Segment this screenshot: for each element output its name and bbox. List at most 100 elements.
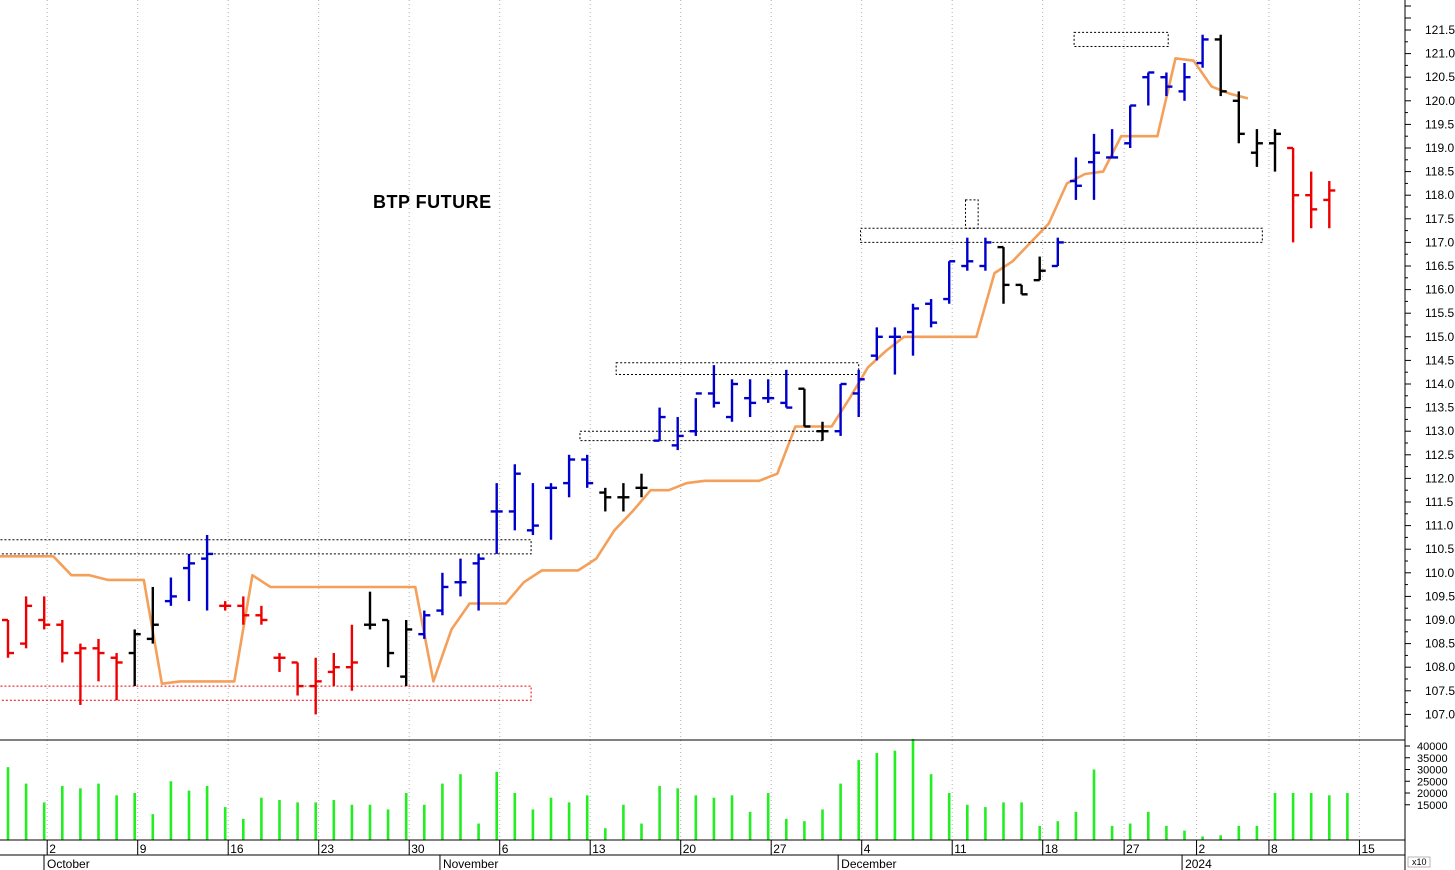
ohlc-bar bbox=[183, 553, 195, 602]
volume-bar bbox=[531, 809, 535, 840]
ohlc-bar bbox=[110, 653, 123, 701]
ohlc-bar bbox=[780, 369, 793, 409]
volume-bar bbox=[1346, 793, 1349, 840]
ohlc-bar bbox=[146, 586, 159, 644]
ohlc-bar bbox=[345, 624, 358, 691]
ohlc-bar bbox=[454, 558, 467, 597]
volume-bar bbox=[314, 802, 317, 840]
ohlc-bar bbox=[400, 620, 413, 687]
ohlc-bar bbox=[1124, 104, 1137, 148]
volume-bar bbox=[712, 797, 716, 840]
price-tick-label: 108.0 bbox=[1425, 660, 1455, 674]
volume-bar bbox=[495, 771, 498, 840]
volume-bar bbox=[1291, 793, 1295, 840]
ohlc-bar bbox=[291, 661, 304, 696]
price-tick-label: 121.5 bbox=[1425, 23, 1455, 37]
volume-bar bbox=[1183, 830, 1186, 840]
day-tick-label: 20 bbox=[683, 842, 697, 856]
ohlc-bar bbox=[943, 260, 956, 304]
volume-bar bbox=[875, 753, 879, 840]
volume-tick-label: 30000 bbox=[1417, 765, 1448, 777]
price-tick-label: 120.5 bbox=[1425, 70, 1455, 84]
ohlc-bar bbox=[309, 657, 322, 715]
volume-tick-label: 20000 bbox=[1417, 788, 1448, 800]
stop-line-layer bbox=[0, 56, 1249, 686]
volume-bar bbox=[1038, 825, 1041, 840]
ohlc-bar bbox=[907, 303, 919, 356]
price-zone-box bbox=[579, 430, 824, 442]
volume-multiplier-label: x10 bbox=[1412, 857, 1427, 867]
volume-bar bbox=[404, 793, 408, 840]
volume-bar bbox=[368, 804, 372, 840]
volume-bar bbox=[1147, 811, 1150, 840]
grid-layer bbox=[46, 0, 1360, 855]
volume-bar bbox=[115, 795, 118, 840]
ohlc-bar bbox=[273, 653, 286, 672]
day-tick-label: 27 bbox=[773, 842, 787, 856]
ohlc-bar bbox=[1033, 256, 1046, 282]
price-tick-label: 121.0 bbox=[1425, 47, 1455, 61]
price-tick-label: 111.5 bbox=[1425, 495, 1454, 509]
price-tick-label: 113.0 bbox=[1425, 424, 1454, 438]
price-tick-label: 109.0 bbox=[1425, 613, 1455, 627]
volume-bar bbox=[911, 738, 915, 840]
ohlc-bar bbox=[1232, 91, 1245, 144]
volume-bar bbox=[1309, 793, 1313, 840]
ohlc-bar bbox=[2, 618, 14, 658]
volume-bar bbox=[296, 802, 299, 840]
ohlc-bar bbox=[1287, 146, 1300, 243]
day-tick-label: 2 bbox=[49, 842, 56, 856]
price-zone-box bbox=[1073, 31, 1169, 48]
price-zone-box bbox=[615, 362, 860, 376]
volume-bar bbox=[839, 783, 842, 840]
day-tick-label: 4 bbox=[864, 842, 871, 856]
volume-bar bbox=[441, 783, 444, 840]
volume-tick-label: 40000 bbox=[1417, 741, 1448, 753]
price-tick-label: 114.5 bbox=[1425, 353, 1454, 367]
volume-bar bbox=[1219, 835, 1222, 840]
volume-bar bbox=[1255, 825, 1259, 840]
ohlc-bar bbox=[653, 407, 666, 442]
price-tick-label: 115.5 bbox=[1425, 306, 1454, 320]
price-tick-label: 120.0 bbox=[1425, 94, 1455, 108]
ohlc-bar bbox=[925, 299, 938, 328]
price-tick-label: 107.0 bbox=[1425, 707, 1455, 721]
ohlc-bar bbox=[617, 483, 630, 512]
month-label: October bbox=[47, 857, 90, 870]
volume-bar bbox=[278, 800, 281, 840]
price-tick-label: 116.5 bbox=[1425, 259, 1454, 273]
volume-bar bbox=[151, 814, 155, 840]
ohlc-bar bbox=[201, 535, 214, 611]
month-label: November bbox=[443, 857, 498, 870]
volume-layer bbox=[6, 738, 1349, 840]
ohlc-bar bbox=[852, 369, 865, 418]
ohlc-bar bbox=[1178, 63, 1191, 101]
ohlc-bar bbox=[219, 601, 232, 611]
price-tick-label: 118.5 bbox=[1425, 165, 1454, 179]
ohlc-bar bbox=[581, 454, 594, 488]
price-tick-label: 112.5 bbox=[1425, 448, 1454, 462]
volume-bar bbox=[785, 818, 788, 840]
volume-bar bbox=[1056, 821, 1060, 840]
ohlc-bar bbox=[997, 245, 1010, 304]
volume-bar bbox=[567, 802, 571, 840]
volume-bar bbox=[205, 785, 209, 840]
ohlc-bar bbox=[599, 487, 612, 512]
volume-bar bbox=[658, 785, 661, 840]
ohlc-bar bbox=[961, 237, 974, 271]
volume-bar bbox=[61, 785, 64, 840]
volume-bar bbox=[223, 807, 227, 840]
volume-bar bbox=[477, 823, 480, 840]
volume-bar bbox=[459, 774, 462, 840]
volume-bar bbox=[984, 807, 987, 840]
volume-bar bbox=[42, 802, 46, 840]
day-tick-label: 23 bbox=[321, 842, 335, 856]
ohlc-bar bbox=[816, 421, 829, 441]
volume-bar bbox=[1201, 836, 1204, 840]
ohlc-bar bbox=[327, 653, 340, 687]
price-zone-box bbox=[0, 685, 532, 701]
price-tick-label: 113.5 bbox=[1425, 401, 1454, 415]
price-tick-label: 109.5 bbox=[1425, 589, 1455, 603]
ohlc-bar bbox=[508, 464, 521, 531]
volume-bar bbox=[1273, 793, 1277, 840]
